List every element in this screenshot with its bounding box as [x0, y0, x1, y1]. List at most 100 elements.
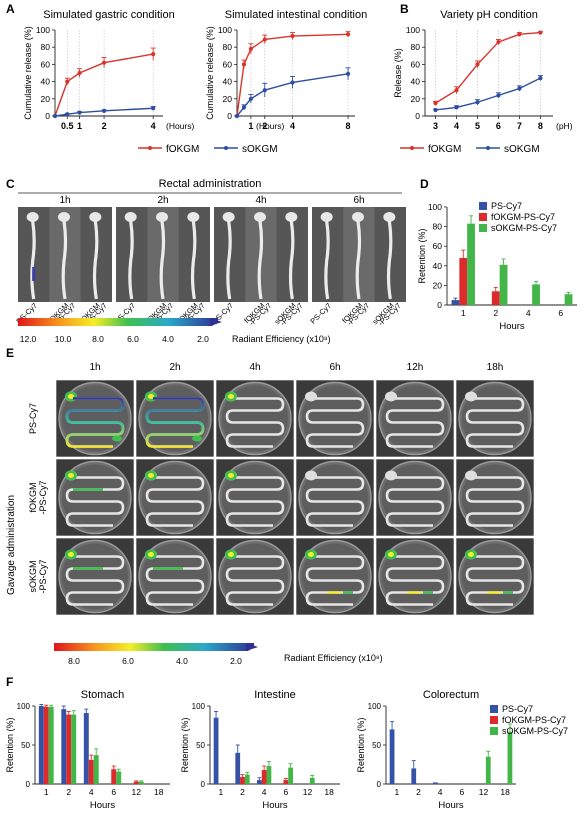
series-line-0 — [236, 33, 349, 117]
data-point — [475, 62, 480, 67]
chart-title: Intestine — [254, 689, 296, 701]
stomach-blob — [465, 391, 477, 402]
stomach-blob — [385, 391, 397, 402]
gavage-row-label: PS-Cy7 — [28, 403, 38, 434]
y-tick-label: 50 — [196, 741, 205, 750]
data-point — [241, 62, 247, 67]
data-point — [290, 33, 295, 39]
tissue-blob — [254, 212, 266, 222]
stomach-blob — [385, 470, 397, 481]
tissue-strand — [226, 220, 232, 300]
legend-entry: fOKGM-PS-Cy7 — [491, 212, 555, 222]
colorbar-c-tick: 4.0 — [162, 334, 174, 344]
fluorescence-core — [228, 552, 234, 557]
bar — [88, 759, 94, 784]
fluorescence-core — [388, 552, 394, 557]
data-point — [475, 100, 480, 105]
y-tick-label: 0 — [45, 111, 50, 121]
x-tick-label: 12 — [132, 787, 142, 797]
y-tick-label: 100 — [368, 702, 382, 711]
colorbar-c-tick: 2.0 — [197, 334, 209, 344]
y-tick-label: 0 — [201, 780, 206, 789]
y-tick-label: 20 — [223, 94, 233, 104]
legend-swatch — [479, 224, 487, 232]
x-tick-label: 1 — [248, 121, 253, 131]
fluorescence-core — [228, 394, 234, 399]
chart-rectal-retention: 0 20 40 60 80 100 1 2 4 6 Hours Retention (%) — [417, 202, 577, 332]
data-point — [454, 88, 459, 93]
colorbar-e-label: Radiant Efficiency (x10⁸) — [284, 653, 383, 663]
gavage-row-label: -PS-Cy7 — [38, 480, 48, 514]
x-tick-label: 12 — [479, 787, 489, 797]
y-tick-label: 40 — [411, 77, 421, 87]
y-tick-label: 100 — [428, 202, 442, 212]
x-tick-label: 8 — [538, 121, 543, 131]
bar — [93, 755, 99, 784]
x-tick-label: 2 — [493, 308, 498, 318]
colorbar-c-tick: 6.0 — [127, 334, 139, 344]
data-point — [101, 108, 107, 113]
legend-b: fOKGM sOKGM — [400, 144, 540, 155]
y-tick-label: 20 — [41, 94, 51, 104]
data-point — [234, 113, 240, 119]
tissue-strand — [324, 220, 330, 300]
x-tick-label: 1 — [394, 787, 399, 797]
rectal-time-label: 6h — [353, 195, 364, 206]
chart-ph-release: Variety pH condition 0 20 40 60 80 100 3 4 5 6 7 8 (p… — [393, 9, 573, 131]
x-tick-label: 4 — [454, 121, 459, 131]
x-tick-label: 6 — [111, 787, 116, 797]
legend-entry: PS-Cy7 — [502, 704, 533, 714]
legend-swatch — [490, 727, 498, 735]
x-tick-label: 4 — [262, 787, 267, 797]
fluorescence-core — [148, 394, 154, 399]
tissue-strand — [128, 220, 134, 300]
data-point — [345, 32, 351, 37]
legend-swatch — [479, 202, 487, 210]
y-tick-label: 80 — [433, 222, 443, 232]
data-point — [101, 60, 107, 65]
data-point — [248, 46, 253, 52]
y-tick-label: 40 — [223, 77, 233, 87]
panel-letter-c: C — [6, 177, 15, 191]
fluorescence-core — [148, 552, 154, 557]
bar — [244, 774, 250, 784]
x-tick-label: 1 — [218, 787, 223, 797]
y-tick-label: 100 — [36, 25, 50, 35]
legend-a: fOKGM sOKGM — [138, 144, 278, 155]
bar — [66, 714, 72, 784]
stomach-blob — [305, 470, 317, 481]
bar — [433, 782, 438, 784]
x-tick-label: 1 — [77, 121, 82, 131]
fluorescence-spot — [112, 435, 122, 442]
intestine-coil — [465, 397, 525, 448]
fluorescence-coil — [145, 397, 205, 448]
y-tick-label: 0 — [227, 111, 232, 121]
x-tick-label: 6 — [459, 787, 464, 797]
tissue-blob — [383, 212, 396, 222]
bar — [138, 781, 144, 784]
tissue-blob — [124, 212, 137, 222]
intestine-coil — [305, 555, 365, 606]
colorbar-c-tick: 8.0 — [92, 334, 104, 344]
x-tick-label: 5 — [475, 121, 480, 131]
tissue-blob — [156, 212, 168, 222]
rectal-title: Rectal administration — [159, 178, 262, 190]
colorbar-e-tick: 2.0 — [230, 656, 242, 666]
data-point — [290, 80, 295, 85]
data-point — [151, 106, 156, 111]
gavage-row-label: sOKGM — [28, 560, 38, 592]
rectal-time-label: 1h — [59, 195, 70, 206]
series-line-0 — [435, 31, 541, 104]
series-line-1 — [435, 77, 541, 111]
intestine-coil — [305, 397, 365, 448]
intestine-coil — [225, 555, 285, 606]
stomach-blob — [465, 470, 477, 481]
intestine-coil — [305, 476, 365, 527]
intestine-coil — [465, 476, 525, 527]
bar — [83, 713, 89, 784]
data-point — [52, 113, 58, 119]
x-axis-label: (pH) — [556, 121, 573, 131]
y-tick-label: 80 — [41, 42, 51, 52]
x-axis-label: (Hours) — [166, 121, 195, 131]
